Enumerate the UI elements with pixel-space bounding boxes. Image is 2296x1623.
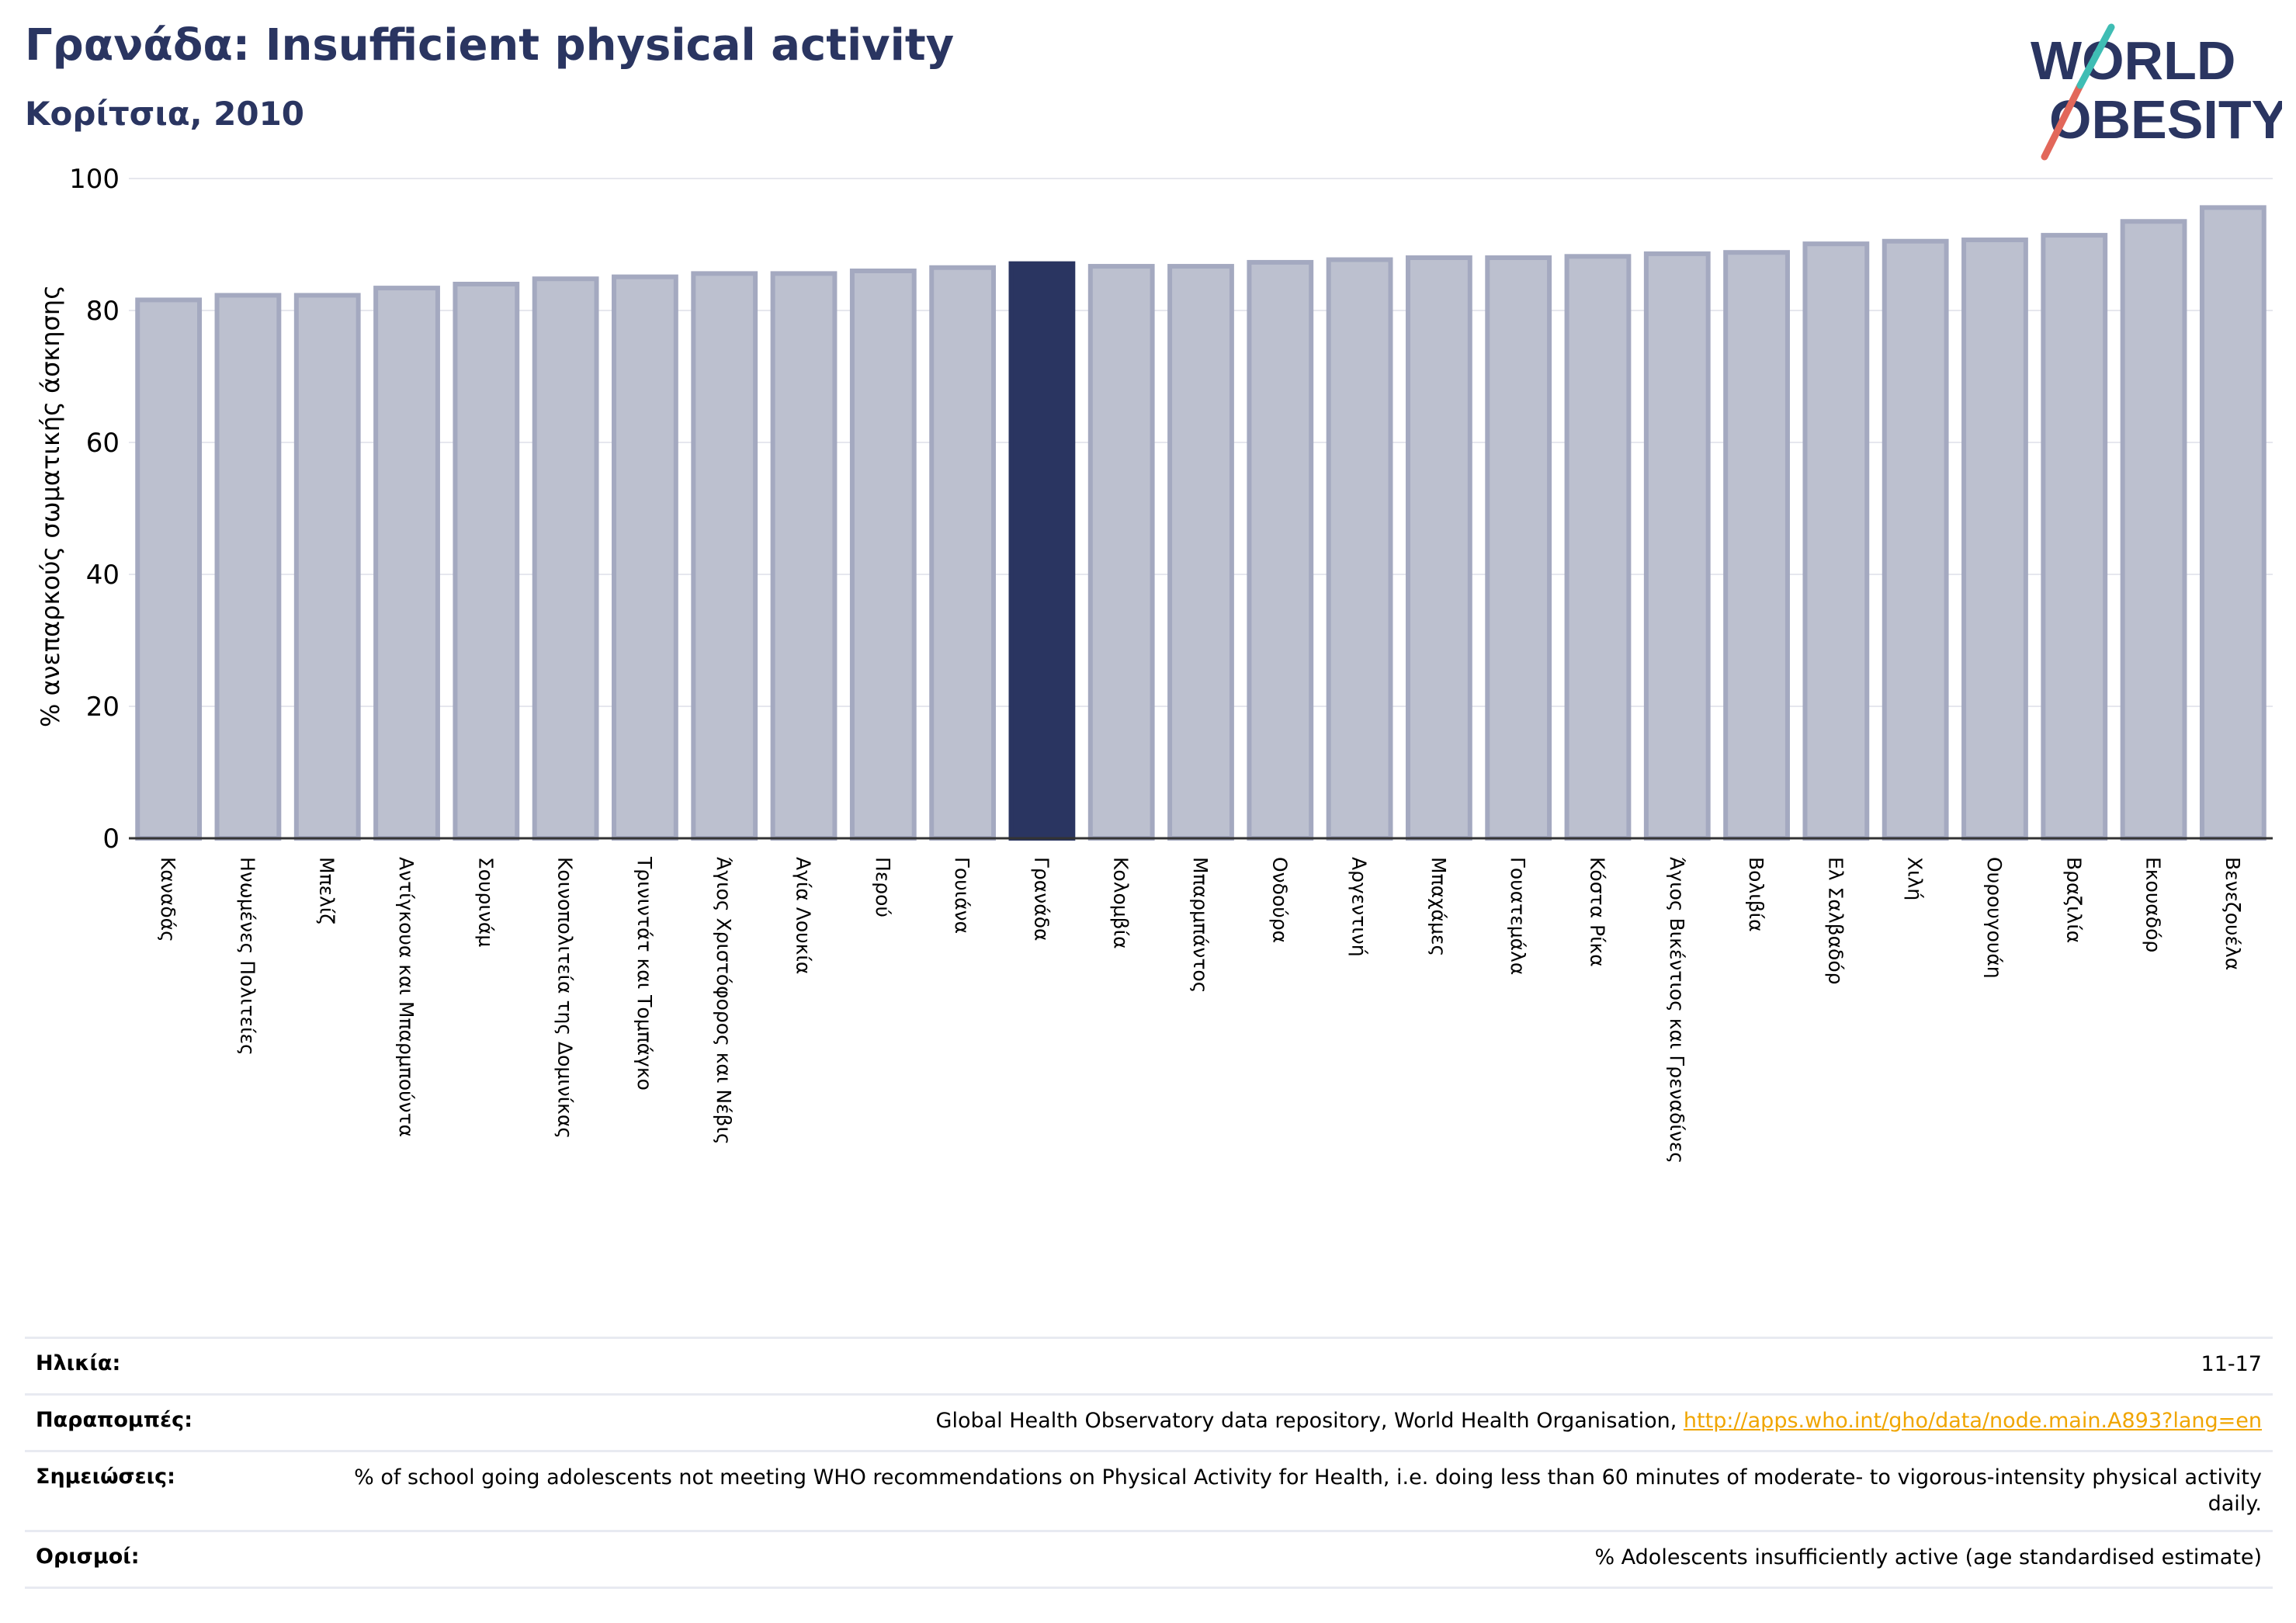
bar	[1087, 264, 1155, 841]
x-tick-label: Βολιβία	[1745, 857, 1767, 932]
bar	[2041, 233, 2108, 841]
bars	[135, 205, 2267, 841]
x-tick-label: Καναδάς	[157, 857, 179, 942]
x-tick-label: Σουρινάμ	[474, 857, 497, 947]
logo-line1: WORLD	[2031, 30, 2235, 91]
x-tick-label: Γουατεμάλα	[1507, 857, 1529, 975]
bar	[1485, 255, 1552, 841]
meta-value-notes: % of school going adolescents not meetin…	[354, 1465, 2262, 1516]
bar	[1882, 238, 1949, 841]
reference-text: Global Health Observatory data repositor…	[935, 1409, 1684, 1433]
bar	[2199, 205, 2267, 841]
x-tick-label: Ηνωμένες Πολιτείες	[236, 857, 258, 1056]
bar	[691, 271, 758, 841]
metadata-table: Ηλικία: 11-17 Παραπομπές: Global Health …	[25, 1337, 2273, 1589]
x-tick-label: Μπαχάμες	[1427, 857, 1450, 956]
bar	[1564, 254, 1632, 841]
x-tick-label: Ελ Σαλβαδόρ	[1824, 857, 1847, 985]
bar	[2120, 219, 2187, 841]
x-tick-label: Γουιάνα	[951, 857, 973, 934]
x-tick-label: Βραζιλία	[2062, 857, 2085, 943]
meta-label-age: Ηλικία:	[36, 1351, 121, 1375]
bar	[1247, 259, 1314, 841]
meta-value-age: 11-17	[2201, 1352, 2262, 1376]
x-tick-label: Μπαρμπάντος	[1189, 857, 1212, 993]
bar	[612, 274, 678, 841]
y-tick-label: 20	[86, 692, 120, 723]
bar	[1961, 238, 2028, 841]
x-tick-label: Γρανάδα	[1030, 857, 1053, 942]
x-tick-label: Μπελίζ	[316, 857, 338, 924]
page-subtitle: Κορίτσια, 2010	[25, 95, 305, 133]
meta-label-definitions: Ορισμοί:	[36, 1545, 140, 1569]
bar	[770, 271, 838, 841]
y-tick-label: 40	[86, 560, 120, 591]
bar	[214, 293, 282, 841]
meta-value-references: Global Health Observatory data repositor…	[936, 1408, 2262, 1434]
bar	[849, 269, 917, 841]
bar	[1326, 257, 1393, 841]
y-tick-label: 0	[102, 824, 120, 855]
bar	[135, 297, 203, 841]
meta-value-definitions: % Adolescents insufficiently active (age…	[1594, 1545, 2262, 1569]
x-tick-label: Αγία Λουκία	[793, 857, 815, 974]
x-tick-label: Αργεντινή	[1348, 857, 1371, 957]
bar	[1723, 250, 1790, 841]
x-tick-label: Αντίγκουα και Μπαρμπούντα	[395, 857, 418, 1137]
x-tick-label: Άγιος Χριστόφορος και Νέβις	[713, 857, 735, 1145]
y-tick-label: 60	[86, 428, 120, 459]
bar	[373, 286, 440, 841]
x-tick-label: Κολομβία	[1110, 857, 1132, 949]
x-tick-label: Εκουαδόρ	[2142, 857, 2165, 952]
bar-highlighted	[1008, 261, 1076, 841]
world-obesity-logo: WORLD OBESITY	[2031, 23, 2282, 161]
meta-label-notes: Σημειώσεις:	[36, 1465, 175, 1489]
logo-line2: OBESITY	[2049, 89, 2282, 150]
y-tick-label: 100	[69, 164, 120, 195]
reference-link[interactable]: http://apps.who.int/gho/data/node.main.A…	[1683, 1409, 2262, 1433]
logo-slash-red	[2041, 81, 2084, 161]
bar	[1405, 255, 1472, 841]
page-title: Γρανάδα: Insufficient physical activity	[25, 20, 955, 71]
x-tick-label: Βενεζουέλα	[2221, 857, 2244, 970]
x-tick-label: Τρινιντάτ και Τομπάγκο	[633, 856, 656, 1091]
bar	[929, 265, 997, 841]
logo-slash-teal	[2076, 23, 2115, 89]
meta-row-age: Ηλικία: 11-17	[25, 1337, 2273, 1393]
bar	[453, 282, 520, 841]
meta-row-definitions: Ορισμοί: % Adolescents insufficiently ac…	[25, 1530, 2273, 1589]
x-tick-label: Άγιος Βικέντιος και Γρεναδίνες	[1666, 857, 1688, 1163]
x-tick-label: Ουρουγουάη	[1983, 857, 2006, 979]
bar	[1643, 251, 1711, 841]
axes: 0 20 40 60 80 100 Καναδάς Ηνωμένες Πολιτείες Μπε…	[69, 164, 2273, 1163]
meta-row-notes: Σημειώσεις: % of school going adolescent…	[25, 1450, 2273, 1530]
x-tick-label: Κόστα Ρίκα	[1586, 857, 1608, 967]
meta-row-references: Παραπομπές: Global Health Observatory da…	[25, 1393, 2273, 1450]
bar	[293, 293, 361, 841]
x-tick-label: Χιλή	[1904, 857, 1927, 900]
y-axis-label: % ανεπαρκούς σωματικής άσκησης	[36, 285, 65, 727]
bar	[1802, 241, 1870, 841]
bar-chart: 0 20 40 60 80 100 Καναδάς Ηνωμένες Πολιτείες Μπε…	[36, 164, 2273, 1163]
bar	[532, 276, 599, 841]
x-tick-label: Ονδούρα	[1268, 857, 1291, 943]
x-tick-label: Περού	[872, 857, 894, 917]
bar	[1167, 264, 1234, 841]
y-tick-label: 80	[86, 296, 120, 327]
meta-label-references: Παραπομπές:	[36, 1408, 192, 1432]
x-tick-label: Κοινοπολιτεία της Δομινίκας	[554, 857, 577, 1139]
